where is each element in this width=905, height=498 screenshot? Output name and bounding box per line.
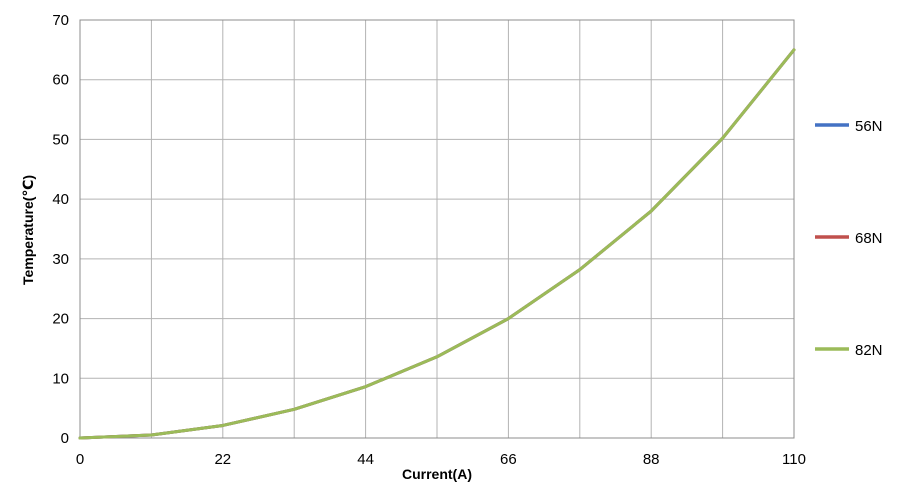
y-axis-tick-labels: 0 10 20 30 40 50 60 70 xyxy=(52,12,69,447)
legend-label-68N: 68N xyxy=(855,230,883,247)
x-tick-label: 0 xyxy=(76,451,84,468)
grid-lines xyxy=(79,19,795,439)
x-tick-label: 44 xyxy=(357,451,374,468)
y-axis-title: Temperature(℃) xyxy=(20,175,36,285)
y-tick-label: 30 xyxy=(52,251,69,268)
y-tick-label: 60 xyxy=(52,72,69,89)
y-tick-label: 40 xyxy=(52,191,69,208)
x-tick-label: 88 xyxy=(643,451,660,468)
x-axis-tick-labels: 0 22 44 66 88 110 xyxy=(76,451,806,468)
y-tick-label: 20 xyxy=(52,311,69,328)
legend: 56N 68N 82N xyxy=(815,118,883,359)
y-tick-label: 0 xyxy=(61,430,69,447)
plot-border xyxy=(79,19,795,439)
x-tick-label: 22 xyxy=(214,451,231,468)
y-tick-label: 70 xyxy=(52,12,69,29)
series-lines xyxy=(78,48,796,440)
x-tick-label: 110 xyxy=(782,451,806,468)
legend-label-56N: 56N xyxy=(855,118,883,135)
y-tick-label: 10 xyxy=(52,370,69,387)
series-line-82N xyxy=(78,48,796,440)
x-tick-label: 66 xyxy=(500,451,517,468)
legend-label-82N: 82N xyxy=(855,342,883,359)
x-axis-title: Current(A) xyxy=(402,466,472,482)
y-tick-label: 50 xyxy=(52,131,69,148)
